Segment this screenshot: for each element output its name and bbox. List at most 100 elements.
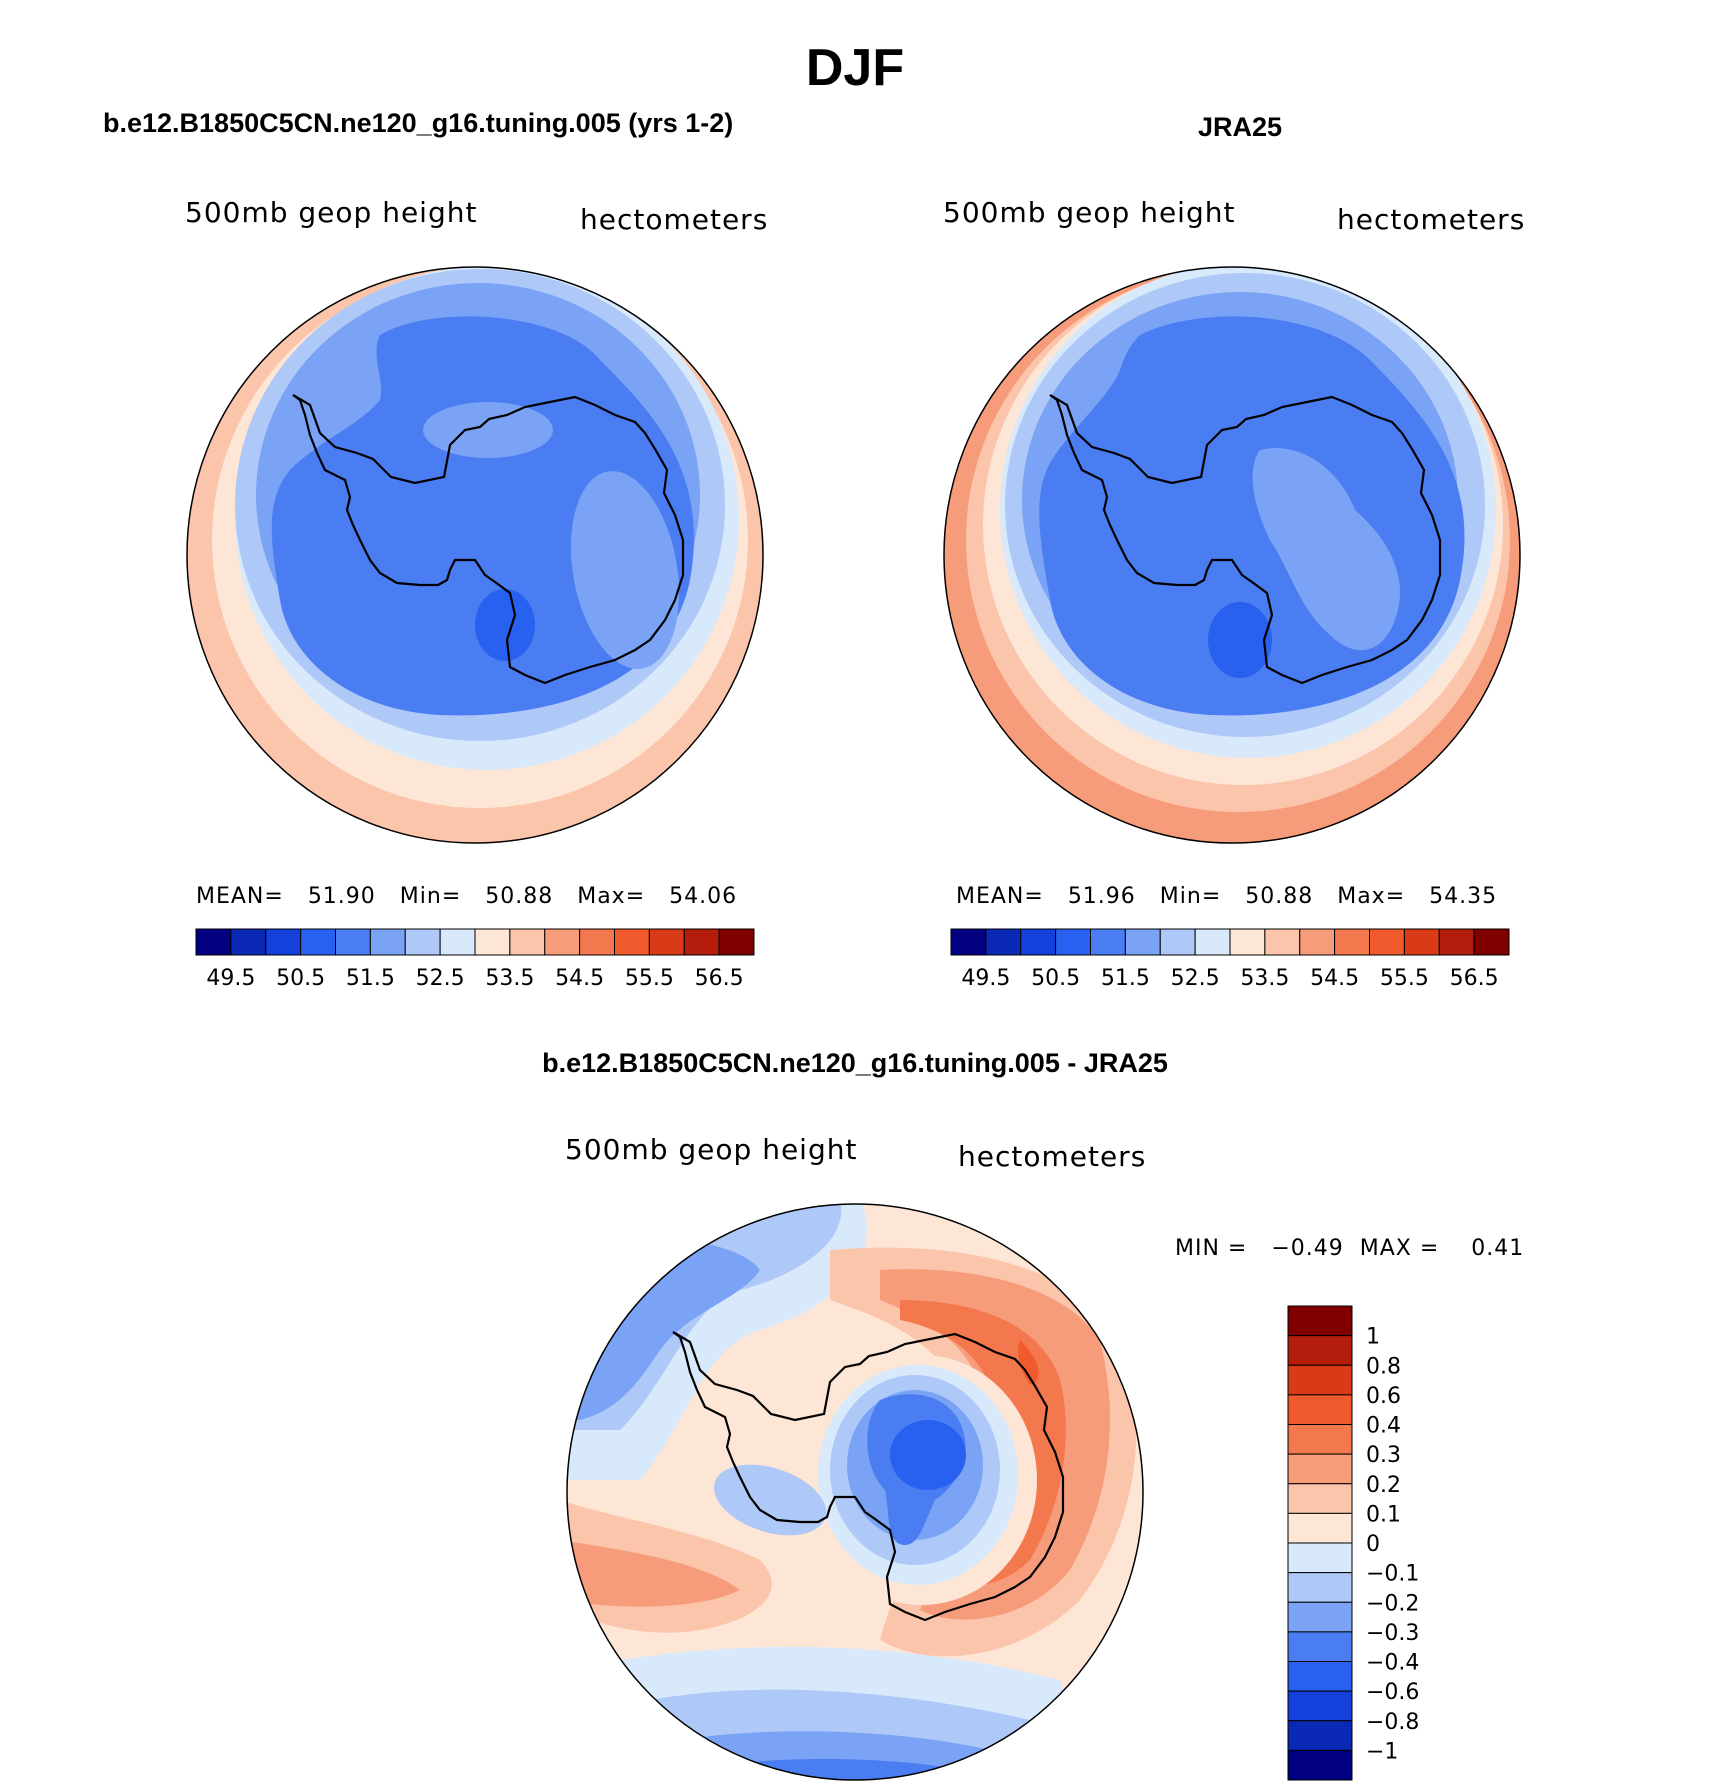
left-colorbar-box [300,928,336,956]
left-colorbar: 49.5 50.5 51.5 52.5 53.5 54.5 55.5 56.5 [195,928,755,991]
diff-colorbar-label: −0.4 [1366,1651,1419,1676]
left-map [187,267,763,843]
right-colorbar-label: 49.5 [961,966,1010,991]
diff-colorbar-box [1287,1542,1353,1574]
left-colorbar-box [683,928,720,956]
left-light-patch-2 [423,402,553,458]
left-light-patch-1 [570,471,680,669]
left-colorbar-box [369,928,406,956]
right-colorbar-box [1124,928,1161,956]
left-colorbar-box [335,928,371,956]
diff-center-minimum [890,1420,966,1490]
right-colorbar-box [950,928,987,956]
diff-var-label: 500mb geop height [565,1133,858,1166]
left-max-label: Max= [577,884,646,909]
left-colorbar-label: 50.5 [276,966,325,991]
diff-colorbar-box [1287,1512,1353,1544]
left-colorbar-label: 51.5 [346,966,395,991]
right-colorbar-label: 56.5 [1450,966,1499,991]
right-colorbar-label: 55.5 [1380,966,1429,991]
diff-colorbar-label: −0.1 [1366,1562,1419,1587]
left-colorbar-box [230,928,267,956]
diff-colorbar-label: 0 [1366,1532,1380,1557]
left-units-label: hectometers [580,203,769,236]
left-colorbar-box [265,928,302,956]
right-colorbar-label: 50.5 [1031,966,1080,991]
right-colorbar-box [1020,928,1057,956]
right-colorbar-box [1090,928,1126,956]
diff-colorbar-box [1287,1453,1353,1485]
diff-colorbar-box [1287,1394,1353,1425]
diff-colorbar-label: −0.2 [1366,1591,1419,1616]
right-colorbar-box [1229,928,1266,956]
diff-colorbar-label: 0.6 [1366,1384,1401,1409]
diff-colorbar-label: 0.1 [1366,1502,1401,1527]
right-colorbar-label: 51.5 [1101,966,1150,991]
diff-colorbar: 1 0.8 0.6 0.4 0.3 0.2 0.1 0 −0.1 −0.2 −0.3 −0.4 −0.6… [1287,1305,1419,1781]
left-colorbar-label: 56.5 [695,966,744,991]
right-stats: MEAN= 51.96 Min= 50.88 Max= 54.35 [956,884,1497,909]
diff-colorbar-box [1287,1424,1353,1455]
left-low-center [475,589,535,661]
page-title: DJF [805,39,905,97]
right-max-value: 54.35 [1429,884,1498,909]
right-map [944,267,1520,843]
left-colorbar-box [648,928,685,956]
left-mean-value: 51.90 [307,884,376,909]
diff-colorbar-box [1287,1335,1353,1366]
diff-colorbar-label: 0.3 [1366,1443,1401,1468]
left-min-value: 50.88 [485,884,554,909]
left-panel-title: b.e12.B1850C5CN.ne120_g16.tuning.005 (yr… [103,108,734,138]
left-colorbar-box [544,928,581,956]
right-colorbar-box [1438,928,1475,956]
diff-colorbar-label: 0.4 [1366,1414,1401,1439]
left-colorbar-box [439,928,476,956]
diff-colorbar-box [1287,1720,1353,1751]
left-colorbar-box [474,928,511,956]
right-colorbar-box [1334,928,1370,956]
right-var-label: 500mb geop height [943,196,1236,229]
diff-colorbar-box [1287,1690,1353,1722]
diff-minmax: MIN = −0.49 MAX = 0.41 [1175,1236,1525,1261]
right-mean-label: MEAN= [956,884,1044,909]
left-colorbar-box [404,928,441,956]
diff-colorbar-box [1287,1749,1353,1781]
left-max-value: 54.06 [669,884,738,909]
right-panel-title: JRA25 [1197,112,1283,142]
right-low-center [1208,602,1272,678]
diff-colorbar-label: −0.3 [1366,1621,1419,1646]
left-colorbar-label: 52.5 [416,966,465,991]
diff-units-label: hectometers [958,1140,1147,1173]
diff-map-border [566,1203,1144,1781]
right-colorbar-box [985,928,1022,956]
left-map-border [186,266,764,844]
right-colorbar-box [1194,928,1231,956]
diff-colorbar-label: −0.6 [1366,1680,1419,1705]
diff-panel-title: b.e12.B1850C5CN.ne120_g16.tuning.005 - J… [542,1048,1168,1078]
right-colorbar-label: 54.5 [1310,966,1359,991]
right-colorbar-label: 52.5 [1171,966,1220,991]
left-colorbar-box [509,928,546,956]
left-colorbar-box [195,928,232,956]
right-max-label: Max= [1337,884,1406,909]
diff-colorbar-label: −1 [1366,1739,1398,1764]
diff-colorbar-box [1287,1572,1353,1603]
diff-colorbar-box [1287,1661,1353,1692]
diff-colorbar-box [1287,1364,1353,1396]
left-colorbar-box [718,928,755,956]
left-colorbar-label: 55.5 [625,966,674,991]
diff-map [567,1204,1143,1780]
right-colorbar-box [1055,928,1091,956]
right-colorbar-box [1369,928,1405,956]
left-colorbar-box [579,928,615,956]
left-var-label: 500mb geop height [185,196,478,229]
left-colorbar-box [614,928,650,956]
diff-colorbar-label: −0.8 [1366,1710,1419,1735]
diff-east-positive-4 [1018,1340,1039,1385]
right-colorbar-box [1299,928,1336,956]
right-min-value: 50.88 [1245,884,1314,909]
left-min-label: Min= [399,884,462,909]
left-colorbar-label: 53.5 [485,966,534,991]
right-colorbar-box [1264,928,1301,956]
right-colorbar: 49.5 50.5 51.5 52.5 53.5 54.5 55.5 56.5 [950,928,1510,991]
